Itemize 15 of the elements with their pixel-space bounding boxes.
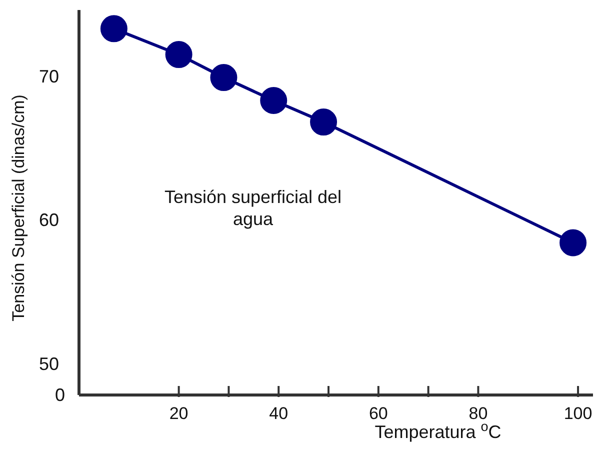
y-axis-title: Tensión Superficial (dinas/cm) [9, 94, 28, 322]
text: 0 [54, 384, 65, 406]
x-tick-label: 100 [564, 404, 592, 423]
x-tick-label: 20 [169, 404, 188, 423]
y-tick-label: 50 [38, 354, 59, 374]
point [310, 108, 338, 136]
x-tick-label: 40 [269, 404, 288, 423]
point [100, 15, 128, 42]
point [210, 64, 238, 92]
annotation: Tensión superficial del agua [163, 186, 343, 230]
y-tick-label: 70 [38, 66, 59, 86]
point [165, 41, 192, 68]
point [260, 87, 288, 114]
y-tick-label: 60 [38, 210, 59, 230]
point [560, 229, 587, 256]
